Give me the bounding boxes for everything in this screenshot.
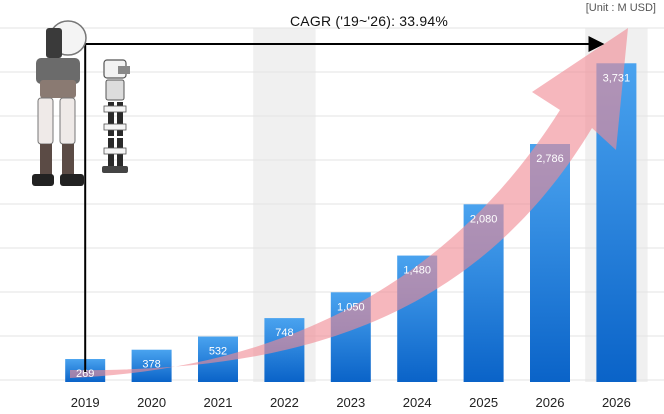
data-label: 1,050 — [337, 301, 365, 313]
x-tick-label: 2019 — [71, 395, 100, 410]
data-label: 2,080 — [470, 213, 498, 225]
unit-label: [Unit : M USD] — [585, 2, 656, 14]
x-tick-label: 2024 — [403, 395, 432, 410]
x-tick-label: 2020 — [137, 395, 166, 410]
exoskeleton-robot-icon — [32, 20, 87, 186]
data-label: 532 — [209, 346, 227, 358]
x-tick-label: 2023 — [336, 395, 365, 410]
data-label: 269 — [76, 368, 94, 380]
growth-arrow — [70, 28, 628, 378]
leg-brace-robot-icon — [102, 59, 130, 173]
x-tick-label: 2026 — [602, 395, 631, 410]
data-label: 378 — [142, 359, 160, 371]
x-tick-label: 2025 — [469, 395, 498, 410]
cagr-annotation: CAGR ('19~'26): 33.94% — [290, 13, 448, 29]
data-label: 2,786 — [536, 153, 564, 165]
x-tick-label: 2021 — [204, 395, 233, 410]
data-label: 1,480 — [403, 265, 431, 277]
x-tick-label: 2026 — [536, 395, 565, 410]
data-label: 748 — [275, 327, 293, 339]
x-tick-label: 2022 — [270, 395, 299, 410]
bar — [131, 349, 172, 382]
data-label: 3,731 — [603, 72, 631, 84]
